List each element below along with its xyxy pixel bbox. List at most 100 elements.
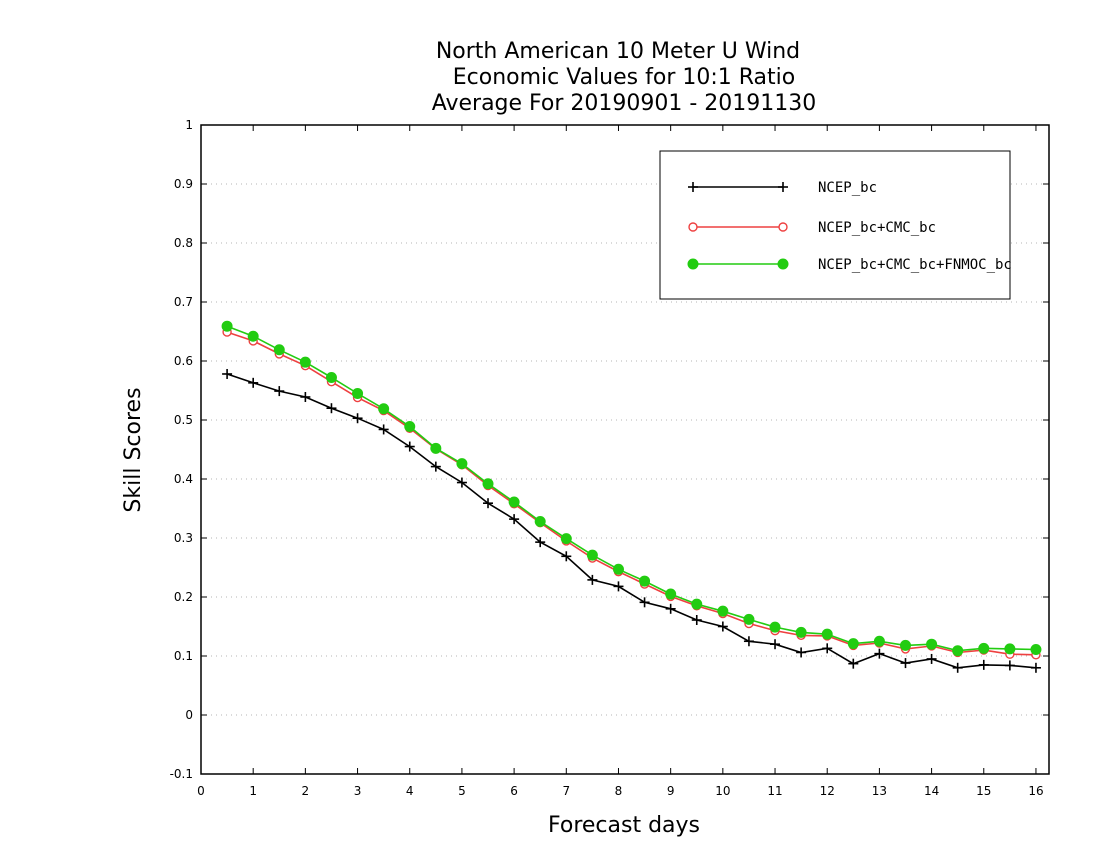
- data-point: [1004, 660, 1015, 671]
- y-tick-label: 0.5: [174, 413, 193, 427]
- data-point: [404, 441, 415, 452]
- series-1: [222, 368, 1041, 673]
- series-layer: [221, 320, 1042, 673]
- data-point: [770, 639, 781, 650]
- data-point: [300, 391, 311, 402]
- data-point: [508, 496, 520, 508]
- data-point: [430, 461, 441, 472]
- data-point: [248, 377, 259, 388]
- data-point: [587, 574, 598, 585]
- x-tick-label: 8: [615, 784, 623, 798]
- y-tick-label: 1: [185, 118, 193, 132]
- data-point: [586, 549, 598, 561]
- legend-entry-3: NCEP_bc+CMC_bc+FNMOC_bc: [687, 257, 1012, 273]
- data-point: [352, 387, 364, 399]
- legend-marker-start: [687, 258, 699, 270]
- data-point: [691, 615, 702, 626]
- x-tick-label: 5: [458, 784, 466, 798]
- x-tick-label: 2: [302, 784, 310, 798]
- data-point: [1030, 644, 1042, 656]
- plot-frame: [200, 124, 1050, 775]
- axis-ticks: -0.100.10.20.30.40.50.60.70.80.910 1 2 3 4 5 6…: [170, 118, 1049, 798]
- x-tick-label: 15: [976, 784, 991, 798]
- series-line: [226, 325, 1037, 652]
- legend-marker-start: [688, 182, 698, 192]
- data-point: [926, 638, 938, 650]
- data-point: [612, 563, 624, 575]
- y-tick-label: 0.6: [174, 354, 193, 368]
- chart-title-line-2: Economic Values for 10:1 Ratio: [453, 65, 795, 90]
- data-point: [717, 621, 728, 632]
- legend-entry-2: NCEP_bc+CMC_bc: [688, 220, 936, 236]
- series-line: [226, 331, 1037, 656]
- x-tick-label: 4: [406, 784, 414, 798]
- x-tick-label: 3: [354, 784, 362, 798]
- series-line: [226, 373, 1037, 669]
- data-point: [378, 424, 389, 435]
- series-3: [221, 320, 1042, 657]
- data-point: [561, 551, 572, 562]
- x-axis-title: Forecast days: [548, 813, 700, 838]
- data-point: [456, 458, 468, 470]
- legend-marker-end: [777, 258, 789, 270]
- data-point: [1004, 643, 1016, 655]
- data-point: [743, 636, 754, 647]
- data-point: [430, 442, 442, 454]
- data-point: [796, 647, 807, 658]
- data-point: [456, 477, 467, 488]
- x-tick-label: 13: [872, 784, 887, 798]
- data-point: [535, 537, 546, 548]
- data-point: [509, 514, 520, 525]
- y-axis-title: Skill Scores: [121, 387, 146, 512]
- data-point: [717, 605, 729, 617]
- data-point: [743, 613, 755, 625]
- x-tick-label: 0: [197, 784, 205, 798]
- legend-marker-start: [688, 222, 698, 232]
- data-point: [1030, 662, 1041, 673]
- x-tick-label: 16: [1028, 784, 1043, 798]
- data-point: [926, 653, 937, 664]
- data-point: [795, 626, 807, 638]
- data-point: [899, 639, 911, 651]
- data-point: [978, 659, 989, 670]
- x-tick-label: 6: [510, 784, 518, 798]
- data-point: [952, 662, 963, 673]
- data-point: [639, 597, 650, 608]
- y-tick-label: 0.2: [174, 590, 193, 604]
- data-point: [691, 598, 703, 610]
- y-tick-label: 0.3: [174, 531, 193, 545]
- x-tick-label: 9: [667, 784, 675, 798]
- data-point: [769, 621, 781, 633]
- data-point: [821, 628, 833, 640]
- data-point: [873, 635, 885, 647]
- data-point: [822, 643, 833, 654]
- data-point: [952, 645, 964, 657]
- y-tick-label: 0.8: [174, 236, 193, 250]
- data-point: [221, 320, 233, 332]
- y-tick-label: 0: [185, 708, 193, 722]
- x-tick-label: 1: [249, 784, 257, 798]
- legend-label: NCEP_bc+CMC_bc+FNMOC_bc: [818, 257, 1012, 273]
- data-point: [665, 603, 676, 614]
- data-point: [404, 420, 416, 432]
- chart-title-line-3: Average For 20190901 - 20191130: [432, 91, 817, 116]
- data-point: [273, 344, 285, 356]
- data-point: [378, 403, 390, 415]
- legend-marker-end: [778, 222, 788, 232]
- y-tick-label: -0.1: [170, 767, 193, 781]
- data-point: [639, 575, 651, 587]
- data-point: [482, 478, 494, 490]
- data-point: [665, 588, 677, 600]
- legend-label: NCEP_bc: [818, 180, 877, 196]
- series-2: [222, 327, 1041, 660]
- chart-title-line-1: North American 10 Meter U Wind: [436, 39, 800, 64]
- legend-entry-1: NCEP_bc: [688, 180, 877, 196]
- data-point: [483, 498, 494, 509]
- data-point: [534, 515, 546, 527]
- legend: NCEP_bc NCEP_bc+CMC_bc NCEP_bc+CMC_bc+FNMO…: [659, 150, 1012, 300]
- data-point: [326, 403, 337, 414]
- x-tick-label: 12: [820, 784, 835, 798]
- data-point: [352, 413, 363, 424]
- data-point: [847, 638, 859, 650]
